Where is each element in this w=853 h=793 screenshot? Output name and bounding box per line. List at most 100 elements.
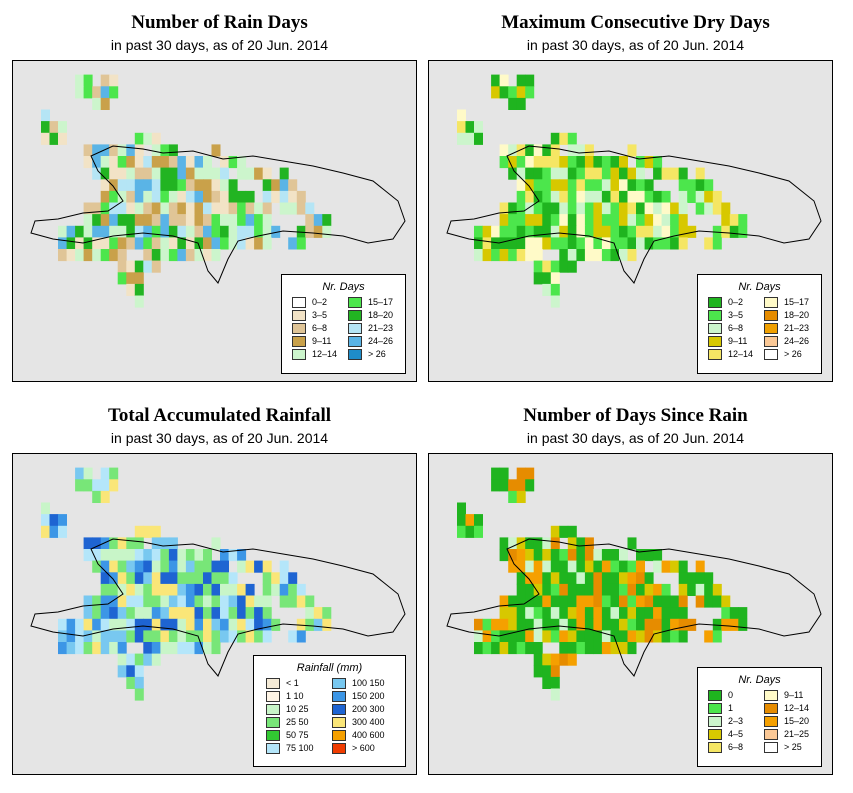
grid-cell bbox=[168, 583, 178, 596]
grid-cell bbox=[704, 630, 714, 643]
legend-swatch bbox=[332, 704, 346, 715]
grid-cell bbox=[126, 572, 136, 585]
grid-cell bbox=[619, 249, 628, 262]
grid-cell bbox=[185, 190, 195, 203]
grid-cell bbox=[177, 249, 187, 262]
grid-cell bbox=[593, 560, 603, 573]
grid-cell bbox=[559, 132, 569, 145]
grid-cell bbox=[117, 156, 127, 169]
grid-cell bbox=[678, 190, 688, 203]
legend-label: 400 600 bbox=[352, 730, 385, 740]
grid-cell bbox=[83, 237, 93, 250]
grid-cell bbox=[499, 467, 509, 480]
grid-cell bbox=[593, 583, 603, 596]
grid-cell bbox=[288, 179, 298, 192]
grid-cell bbox=[151, 607, 161, 620]
grid-cell bbox=[168, 167, 178, 180]
legend-swatch bbox=[266, 730, 280, 741]
grid-cell bbox=[542, 618, 552, 631]
grid-cell bbox=[296, 595, 306, 608]
grid-cell bbox=[678, 202, 688, 215]
grid-cell bbox=[627, 214, 637, 227]
grid-cell bbox=[194, 595, 204, 608]
grid-cell bbox=[516, 202, 526, 215]
grid-cell bbox=[653, 167, 663, 180]
grid-cell bbox=[482, 618, 492, 631]
grid-cell bbox=[729, 618, 739, 631]
legend-label: > 25 bbox=[784, 742, 802, 752]
grid-cell bbox=[151, 167, 161, 180]
grid-cell bbox=[542, 260, 552, 273]
grid-cell bbox=[288, 237, 298, 250]
grid-cell bbox=[271, 583, 281, 596]
grid-cell bbox=[533, 214, 543, 227]
grid-cell bbox=[305, 595, 315, 608]
grid-cell bbox=[117, 583, 127, 596]
grid-cell bbox=[75, 467, 85, 480]
legend-label: 100 150 bbox=[352, 678, 385, 688]
grid-cell bbox=[653, 190, 663, 203]
grid-cell bbox=[525, 190, 535, 203]
legend-label: 12–14 bbox=[784, 703, 810, 713]
grid-cell bbox=[100, 144, 110, 157]
grid-cell bbox=[508, 479, 518, 492]
grid-cell bbox=[525, 202, 535, 215]
grid-cell bbox=[627, 630, 637, 643]
island-outline bbox=[30, 538, 406, 677]
grid-cell bbox=[220, 190, 229, 203]
grid-cell bbox=[75, 618, 85, 631]
grid-cell bbox=[644, 190, 654, 203]
grid-cell bbox=[644, 607, 654, 620]
grid-cell bbox=[636, 214, 645, 227]
grid-cell bbox=[533, 537, 543, 550]
grid-cell bbox=[228, 214, 238, 227]
grid-cell bbox=[712, 583, 722, 596]
legend-label: 150 200 bbox=[352, 691, 385, 701]
grid-cell bbox=[525, 572, 535, 585]
grid-cell bbox=[525, 560, 535, 573]
grid-cell bbox=[601, 595, 611, 608]
grid-cell bbox=[508, 156, 518, 169]
grid-cell bbox=[262, 630, 272, 643]
grid-cell bbox=[567, 132, 577, 145]
grid-cell bbox=[245, 595, 255, 608]
grid-cell bbox=[601, 237, 611, 250]
grid-cell bbox=[237, 618, 247, 631]
grid-cell bbox=[593, 572, 603, 585]
grid-cell bbox=[465, 132, 475, 145]
grid-cell bbox=[619, 607, 628, 620]
grid-cell bbox=[126, 156, 136, 169]
grid-cell bbox=[220, 607, 229, 620]
grid-cell bbox=[550, 295, 560, 308]
grid-cell bbox=[168, 560, 178, 573]
grid-cell bbox=[194, 167, 204, 180]
grid-cell bbox=[619, 225, 628, 238]
legend-swatch bbox=[708, 690, 722, 701]
legend-label: < 1 bbox=[286, 678, 299, 688]
grid-cell bbox=[92, 86, 102, 99]
grid-cell bbox=[220, 237, 229, 250]
grid-cell bbox=[610, 642, 620, 655]
grid-cell bbox=[627, 167, 637, 180]
grid-cell bbox=[100, 479, 110, 492]
grid-cell bbox=[134, 214, 144, 227]
grid-cell bbox=[49, 525, 59, 538]
grid-cell bbox=[704, 595, 714, 608]
grid-cell bbox=[482, 630, 492, 643]
grid-cell bbox=[126, 583, 136, 596]
map-legend: Nr. Days 0–2 3–5 6–8 9–11 12–14 15–17 18… bbox=[281, 274, 406, 374]
grid-cell bbox=[75, 86, 85, 99]
grid-cell bbox=[151, 237, 161, 250]
grid-cell bbox=[661, 190, 671, 203]
grid-cell bbox=[220, 167, 229, 180]
grid-cell bbox=[516, 560, 526, 573]
grid-cell bbox=[100, 467, 110, 480]
grid-cell bbox=[533, 549, 543, 562]
grid-cell bbox=[678, 618, 688, 631]
grid-cell bbox=[41, 525, 50, 538]
grid-cell bbox=[670, 237, 680, 250]
grid-cell bbox=[457, 121, 466, 134]
grid-cell bbox=[678, 630, 688, 643]
grid-cell bbox=[661, 630, 671, 643]
grid-cell bbox=[542, 572, 552, 585]
